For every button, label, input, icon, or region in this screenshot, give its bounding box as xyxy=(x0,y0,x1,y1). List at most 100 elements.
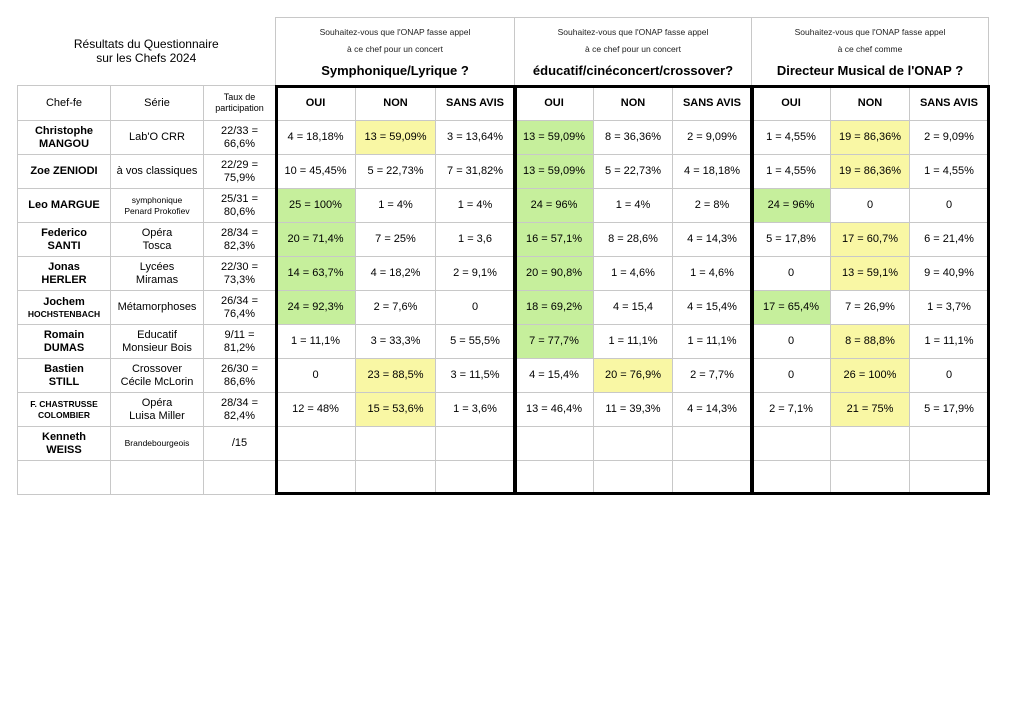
vote-cell: 6 = 21,4% xyxy=(909,222,989,257)
vote-cell: 7 = 77,7% xyxy=(514,324,594,359)
option-header-oui: OUI xyxy=(514,85,594,121)
serie-line: Métamorphoses xyxy=(117,301,197,313)
vote-cell xyxy=(672,426,752,461)
option-header-sans-avis: SANS AVIS xyxy=(672,85,752,121)
vote-cell: 4 = 15,4 xyxy=(593,290,673,325)
vote-cell: 0 xyxy=(830,188,910,223)
chef-name-line: Federico xyxy=(41,226,87,239)
vote-cell: 0 xyxy=(751,324,831,359)
empty-row xyxy=(17,460,989,495)
vote-cell xyxy=(830,426,910,461)
vote-cell: 13 = 59,1% xyxy=(830,256,910,291)
vote-cell: 3 = 13,64% xyxy=(435,120,515,155)
vote-cell: 19 = 86,36% xyxy=(830,154,910,189)
vote-cell: 1 = 11,1% xyxy=(593,324,673,359)
serie-cell: Opéra Luisa Miller xyxy=(110,392,204,427)
participation-line: 26/34 = xyxy=(220,294,258,307)
table-row: Jochem HOCHSTENBACH Métamorphoses 26/34 = 76… xyxy=(17,290,989,325)
serie-line: Luisa Miller xyxy=(129,409,185,422)
chef-name-cell: Federico SANTI xyxy=(17,222,111,257)
chef-name-line: HOCHSTENBACH xyxy=(27,308,101,319)
table-row: F. CHASTRUSSE COLOMBIER Opéra Luisa Miller 2… xyxy=(17,392,989,427)
vote-cell: 4 = 15,4% xyxy=(672,290,752,325)
table-row: Kenneth WEISS Brandebourgeois/15 xyxy=(17,426,989,461)
table-row: Bastien STILL Crossover Cécile McLorin 26/30… xyxy=(17,358,989,393)
participation-line: 25/31 = xyxy=(220,192,258,205)
empty-cell xyxy=(275,460,356,495)
empty-cell xyxy=(355,460,436,495)
empty-cell xyxy=(110,460,204,495)
option-header-non: NON xyxy=(355,85,436,121)
serie-line: Cécile McLorin xyxy=(120,375,194,388)
option-header-non: NON xyxy=(830,85,910,121)
participation-line: 81,2% xyxy=(223,341,256,354)
serie-line: symphonique xyxy=(131,194,183,205)
chef-name-line: Kenneth xyxy=(42,430,86,443)
question-2-header: Souhaitez-vous que l'ONAP fasse appel à c… xyxy=(514,17,752,86)
vote-cell: 1 = 3,6 xyxy=(435,222,515,257)
question-3-line2: à ce chef comme xyxy=(837,44,903,54)
taux-label-line1: Taux de xyxy=(223,92,256,102)
vote-cell xyxy=(593,426,673,461)
vote-cell: 2 = 7,1% xyxy=(751,392,831,427)
chef-name-cell: Jochem HOCHSTENBACH xyxy=(17,290,111,325)
participation-cell: 28/34 = 82,3% xyxy=(203,222,276,257)
question-1-line1: Souhaitez-vous que l'ONAP fasse appel xyxy=(319,27,471,37)
vote-cell: 20 = 76,9% xyxy=(593,358,673,393)
serie-line: Penard Prokofiev xyxy=(124,205,190,216)
participation-line: 82,3% xyxy=(223,239,256,252)
option-header-oui: OUI xyxy=(751,85,831,121)
participation-line: 80,6% xyxy=(223,205,256,218)
serie-cell: à vos classiques xyxy=(110,154,204,189)
vote-cell: 1 = 4,6% xyxy=(593,256,673,291)
chef-name-line: Christophe xyxy=(34,124,94,137)
participation-line: 26/30 = xyxy=(220,362,258,375)
chef-name-cell: Jonas HERLER xyxy=(17,256,111,291)
vote-cell: 13 = 59,09% xyxy=(355,120,436,155)
serie-cell: Brandebourgeois xyxy=(110,426,204,461)
serie-cell: Lab'O CRR xyxy=(110,120,204,155)
results-table: Résultats du Questionnaire sur les Chefs… xyxy=(17,17,989,495)
col-header-taux: Taux de participation xyxy=(203,85,276,121)
vote-cell: 2 = 8% xyxy=(672,188,752,223)
question-3-header: Souhaitez-vous que l'ONAP fasse appel à c… xyxy=(751,17,989,86)
chef-name-line: F. CHASTRUSSE xyxy=(30,398,98,409)
option-header-sans-avis: SANS AVIS xyxy=(435,85,515,121)
participation-line: 28/34 = xyxy=(220,226,258,239)
chef-name-cell: Christophe MANGOU xyxy=(17,120,111,155)
participation-line: 22/33 = xyxy=(220,124,258,137)
participation-line: /15 xyxy=(231,437,248,449)
participation-cell: 25/31 = 80,6% xyxy=(203,188,276,223)
participation-cell: 26/30 = 86,6% xyxy=(203,358,276,393)
vote-cell: 4 = 18,18% xyxy=(275,120,356,155)
chef-name-line: SANTI xyxy=(47,239,81,252)
vote-cell: 0 xyxy=(275,358,356,393)
empty-cell xyxy=(17,460,111,495)
vote-cell: 1 = 11,1% xyxy=(672,324,752,359)
vote-cell xyxy=(909,426,989,461)
vote-cell: 1 = 3,6% xyxy=(435,392,515,427)
vote-cell: 5 = 17,9% xyxy=(909,392,989,427)
table-title: Résultats du Questionnaire xyxy=(73,37,219,52)
vote-cell: 17 = 60,7% xyxy=(830,222,910,257)
table-row: Christophe MANGOU Lab'O CRR 22/33 = 66,6% 4 =… xyxy=(17,120,989,155)
vote-cell: 13 = 59,09% xyxy=(514,120,594,155)
vote-cell: 24 = 96% xyxy=(751,188,831,223)
empty-cell xyxy=(514,460,594,495)
participation-cell: 22/33 = 66,6% xyxy=(203,120,276,155)
participation-cell: /15 xyxy=(203,426,276,461)
serie-line: Lab'O CRR xyxy=(129,131,185,143)
vote-cell: 24 = 96% xyxy=(514,188,594,223)
chef-name-line: STILL xyxy=(48,375,80,388)
vote-cell: 4 = 15,4% xyxy=(514,358,594,393)
vote-cell: 16 = 57,1% xyxy=(514,222,594,257)
vote-cell: 19 = 86,36% xyxy=(830,120,910,155)
vote-cell: 3 = 33,3% xyxy=(355,324,436,359)
question-2-line2: à ce chef pour un concert xyxy=(585,44,681,54)
vote-cell: 18 = 69,2% xyxy=(514,290,594,325)
vote-cell: 0 xyxy=(751,358,831,393)
participation-line: 82,4% xyxy=(223,409,256,422)
chef-name-cell: Leo MARGUE xyxy=(17,188,111,223)
vote-cell: 10 = 45,45% xyxy=(275,154,356,189)
vote-cell xyxy=(514,426,594,461)
